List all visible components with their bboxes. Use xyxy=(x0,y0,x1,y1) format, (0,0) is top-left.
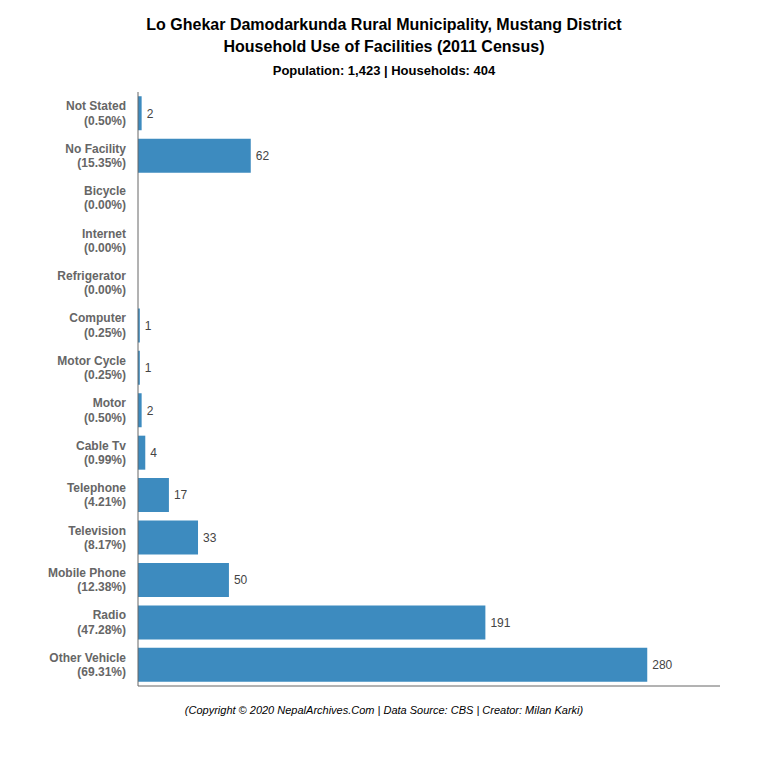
svg-text:Telephone(4.21%): Telephone(4.21%) xyxy=(67,481,126,509)
svg-text:191: 191 xyxy=(490,616,510,630)
svg-text:Mobile Phone(12.38%): Mobile Phone(12.38%) xyxy=(48,566,126,594)
svg-text:Radio(47.28%): Radio(47.28%) xyxy=(77,608,126,636)
svg-text:Motor(0.50%): Motor(0.50%) xyxy=(84,396,126,424)
svg-text:Not Stated(0.50%): Not Stated(0.50%) xyxy=(66,99,126,127)
svg-text:2: 2 xyxy=(147,404,154,418)
svg-text:62: 62 xyxy=(256,149,270,163)
html-text:Population: 1,423 | Households: Population: 1,423 | Households: 404 xyxy=(272,63,496,78)
svg-text:1: 1 xyxy=(145,361,152,375)
svg-text:Internet(0.00%): Internet(0.00%) xyxy=(82,227,126,255)
svg-text:33: 33 xyxy=(203,531,217,545)
svg-text:No Facility(15.35%): No Facility(15.35%) xyxy=(65,142,126,170)
html-text:Household Use of Facilities (2: Household Use of Facilities (2011 Census… xyxy=(223,38,545,55)
svg-text:Other Vehicle(69.31%): Other Vehicle(69.31%) xyxy=(49,651,126,679)
svg-text:Refrigerator(0.00%): Refrigerator(0.00%) xyxy=(57,269,126,297)
svg-text:17: 17 xyxy=(174,488,188,502)
svg-text:Motor Cycle(0.25%): Motor Cycle(0.25%) xyxy=(57,354,126,382)
svg-text:280: 280 xyxy=(652,658,672,672)
svg-text:Television(8.17%): Television(8.17%) xyxy=(68,524,126,552)
svg-text:Bicycle(0.00%): Bicycle(0.00%) xyxy=(84,184,126,212)
svg-text:Cable Tv(0.99%): Cable Tv(0.99%) xyxy=(76,439,126,467)
svg-text:1: 1 xyxy=(145,319,152,333)
svg-text:4: 4 xyxy=(150,446,157,460)
html-text:(Copyright © 2020 NepalArchive: (Copyright © 2020 NepalArchives.Com | Da… xyxy=(184,704,584,716)
html-text:Lo Ghekar Damodarkunda Rural M: Lo Ghekar Damodarkunda Rural Municipalit… xyxy=(146,16,622,33)
svg-text:Computer(0.25%): Computer(0.25%) xyxy=(69,311,126,339)
svg-text:2: 2 xyxy=(147,107,154,121)
svg-text:50: 50 xyxy=(234,573,248,587)
